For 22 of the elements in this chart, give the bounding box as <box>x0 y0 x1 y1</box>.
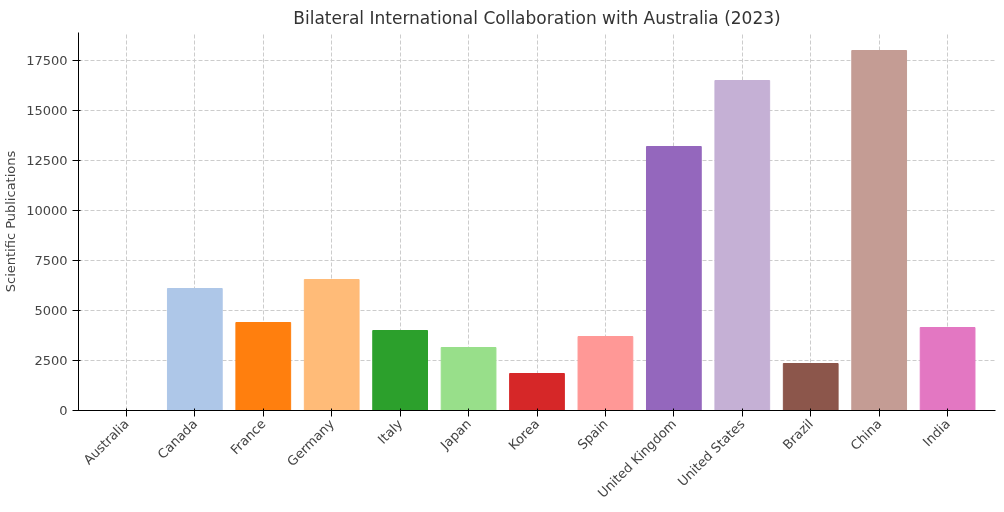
bar <box>782 363 839 411</box>
bar <box>577 336 634 411</box>
bar <box>235 322 292 411</box>
y-tick-label: 12500 <box>26 153 68 168</box>
bar <box>166 288 223 411</box>
y-axis-title: Scientific Publications <box>3 150 19 293</box>
y-tick-label: 10000 <box>26 203 68 218</box>
chart-title: Bilateral International Collaboration with Australia (2023) <box>293 7 781 28</box>
bar <box>851 50 908 411</box>
y-tick-label: 17500 <box>26 53 68 68</box>
bar <box>303 279 360 411</box>
y-tick-label: 2500 <box>34 353 68 368</box>
y-tick-label: 5000 <box>34 303 68 318</box>
bar <box>645 146 702 411</box>
bar <box>714 80 771 411</box>
bar <box>372 330 429 411</box>
y-tick-label: 0 <box>59 403 68 418</box>
bar <box>509 373 565 411</box>
y-tick-label: 15000 <box>26 103 68 118</box>
bar <box>440 347 497 411</box>
bar <box>919 327 976 411</box>
y-tick-label: 7500 <box>34 253 68 268</box>
